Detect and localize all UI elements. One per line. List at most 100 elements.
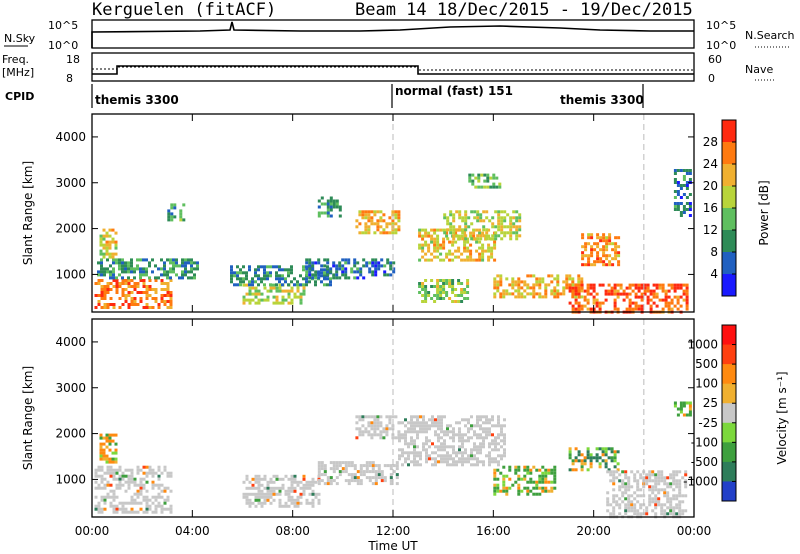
echo-cell	[628, 298, 632, 302]
echo-cell	[483, 173, 487, 177]
echo-cell	[94, 471, 98, 475]
echo-cell	[547, 274, 551, 278]
echo-cell	[97, 279, 101, 282]
echo-cell	[305, 277, 308, 281]
echo-cell	[461, 439, 464, 443]
echo-cell	[681, 494, 685, 498]
echo-cell	[115, 483, 119, 487]
echo-cell	[436, 255, 440, 259]
echo-cell	[497, 436, 500, 440]
echo-cell	[479, 436, 482, 440]
echo-cell	[512, 210, 516, 214]
echo-cell	[100, 510, 104, 514]
echo-cell	[127, 261, 130, 265]
echo-cell	[175, 261, 178, 265]
echo-cell	[254, 274, 257, 278]
echo-cell	[580, 465, 584, 469]
echo-cell	[130, 468, 134, 472]
echo-cell	[379, 424, 383, 428]
echo-cell	[467, 418, 470, 422]
echo-cell	[293, 477, 297, 481]
echo-cell	[311, 264, 315, 268]
echo-cell	[364, 216, 368, 220]
echo-cell	[544, 468, 548, 472]
echo-cell	[130, 510, 134, 514]
echo-cell	[529, 489, 533, 493]
echo-cell	[105, 445, 109, 449]
echo-cell	[102, 228, 106, 232]
echo-cell	[160, 300, 164, 303]
echo-cell	[233, 283, 236, 287]
echo-cell	[490, 246, 494, 250]
echo-cell	[688, 193, 692, 196]
cpid-segment-1: themis 3300	[95, 93, 179, 107]
echo-cell	[190, 267, 193, 271]
x-axis-title: Time UT	[367, 539, 418, 553]
echo-cell	[410, 436, 413, 440]
echo-cell	[470, 415, 473, 419]
echo-cell	[190, 261, 193, 265]
echo-cell	[633, 473, 637, 477]
echo-cell	[326, 270, 330, 274]
echo-cell	[487, 246, 491, 250]
echo-cell	[615, 503, 619, 507]
echo-cell	[520, 477, 524, 481]
echo-cell	[100, 273, 103, 277]
echo-cell	[688, 214, 692, 217]
echo-cell	[329, 208, 333, 212]
power-echo-region	[581, 233, 621, 267]
echo-cell	[679, 286, 683, 290]
echo-cell	[503, 454, 506, 458]
echo-cell	[604, 447, 608, 451]
echo-cell	[657, 497, 661, 501]
echo-cell	[124, 297, 128, 300]
echo-cell	[281, 295, 285, 299]
echo-cell	[466, 258, 470, 262]
echo-cell	[479, 445, 482, 449]
echo-cell	[347, 479, 351, 483]
echo-cell	[503, 442, 506, 446]
echo-cell	[624, 482, 628, 486]
echo-cell	[269, 495, 273, 499]
echo-cell	[556, 295, 560, 299]
echo-cell	[124, 300, 128, 303]
echo-cell	[398, 454, 401, 458]
echo-cell	[685, 301, 689, 305]
echo-cell	[142, 273, 145, 277]
echo-cell	[142, 495, 146, 499]
echo-cell	[493, 277, 497, 281]
echo-cell	[577, 304, 581, 308]
echo-cell	[511, 292, 515, 296]
echo-cell	[115, 504, 119, 508]
echo-cell	[634, 292, 638, 296]
echo-cell	[657, 479, 661, 483]
echo-cell	[482, 210, 486, 214]
echo-cell	[109, 468, 113, 472]
echo-cell	[494, 448, 497, 452]
echo-cell	[657, 476, 661, 480]
echo-cell	[440, 427, 443, 431]
echo-cell	[509, 228, 513, 232]
echo-cell	[308, 483, 312, 487]
echo-cell	[497, 225, 501, 229]
echo-cell	[100, 306, 104, 309]
echo-cell	[446, 454, 449, 458]
echo-cell	[470, 424, 473, 428]
echo-cell	[425, 430, 428, 434]
echo-cell	[296, 504, 300, 508]
echo-cell	[535, 468, 539, 472]
echo-cell	[416, 430, 419, 434]
echo-cell	[145, 285, 149, 288]
echo-cell	[163, 501, 167, 505]
echo-cell	[100, 279, 104, 282]
echo-cell	[421, 249, 425, 253]
echo-cell	[624, 491, 628, 495]
echo-cell	[448, 258, 452, 262]
echo-cell	[115, 486, 119, 490]
echo-cell	[502, 289, 506, 293]
echo-cell	[263, 495, 267, 499]
colorbar-tick-label: -1000	[683, 474, 718, 488]
echo-cell	[617, 251, 621, 255]
echo-cell	[587, 236, 591, 240]
echo-cell	[580, 289, 584, 293]
